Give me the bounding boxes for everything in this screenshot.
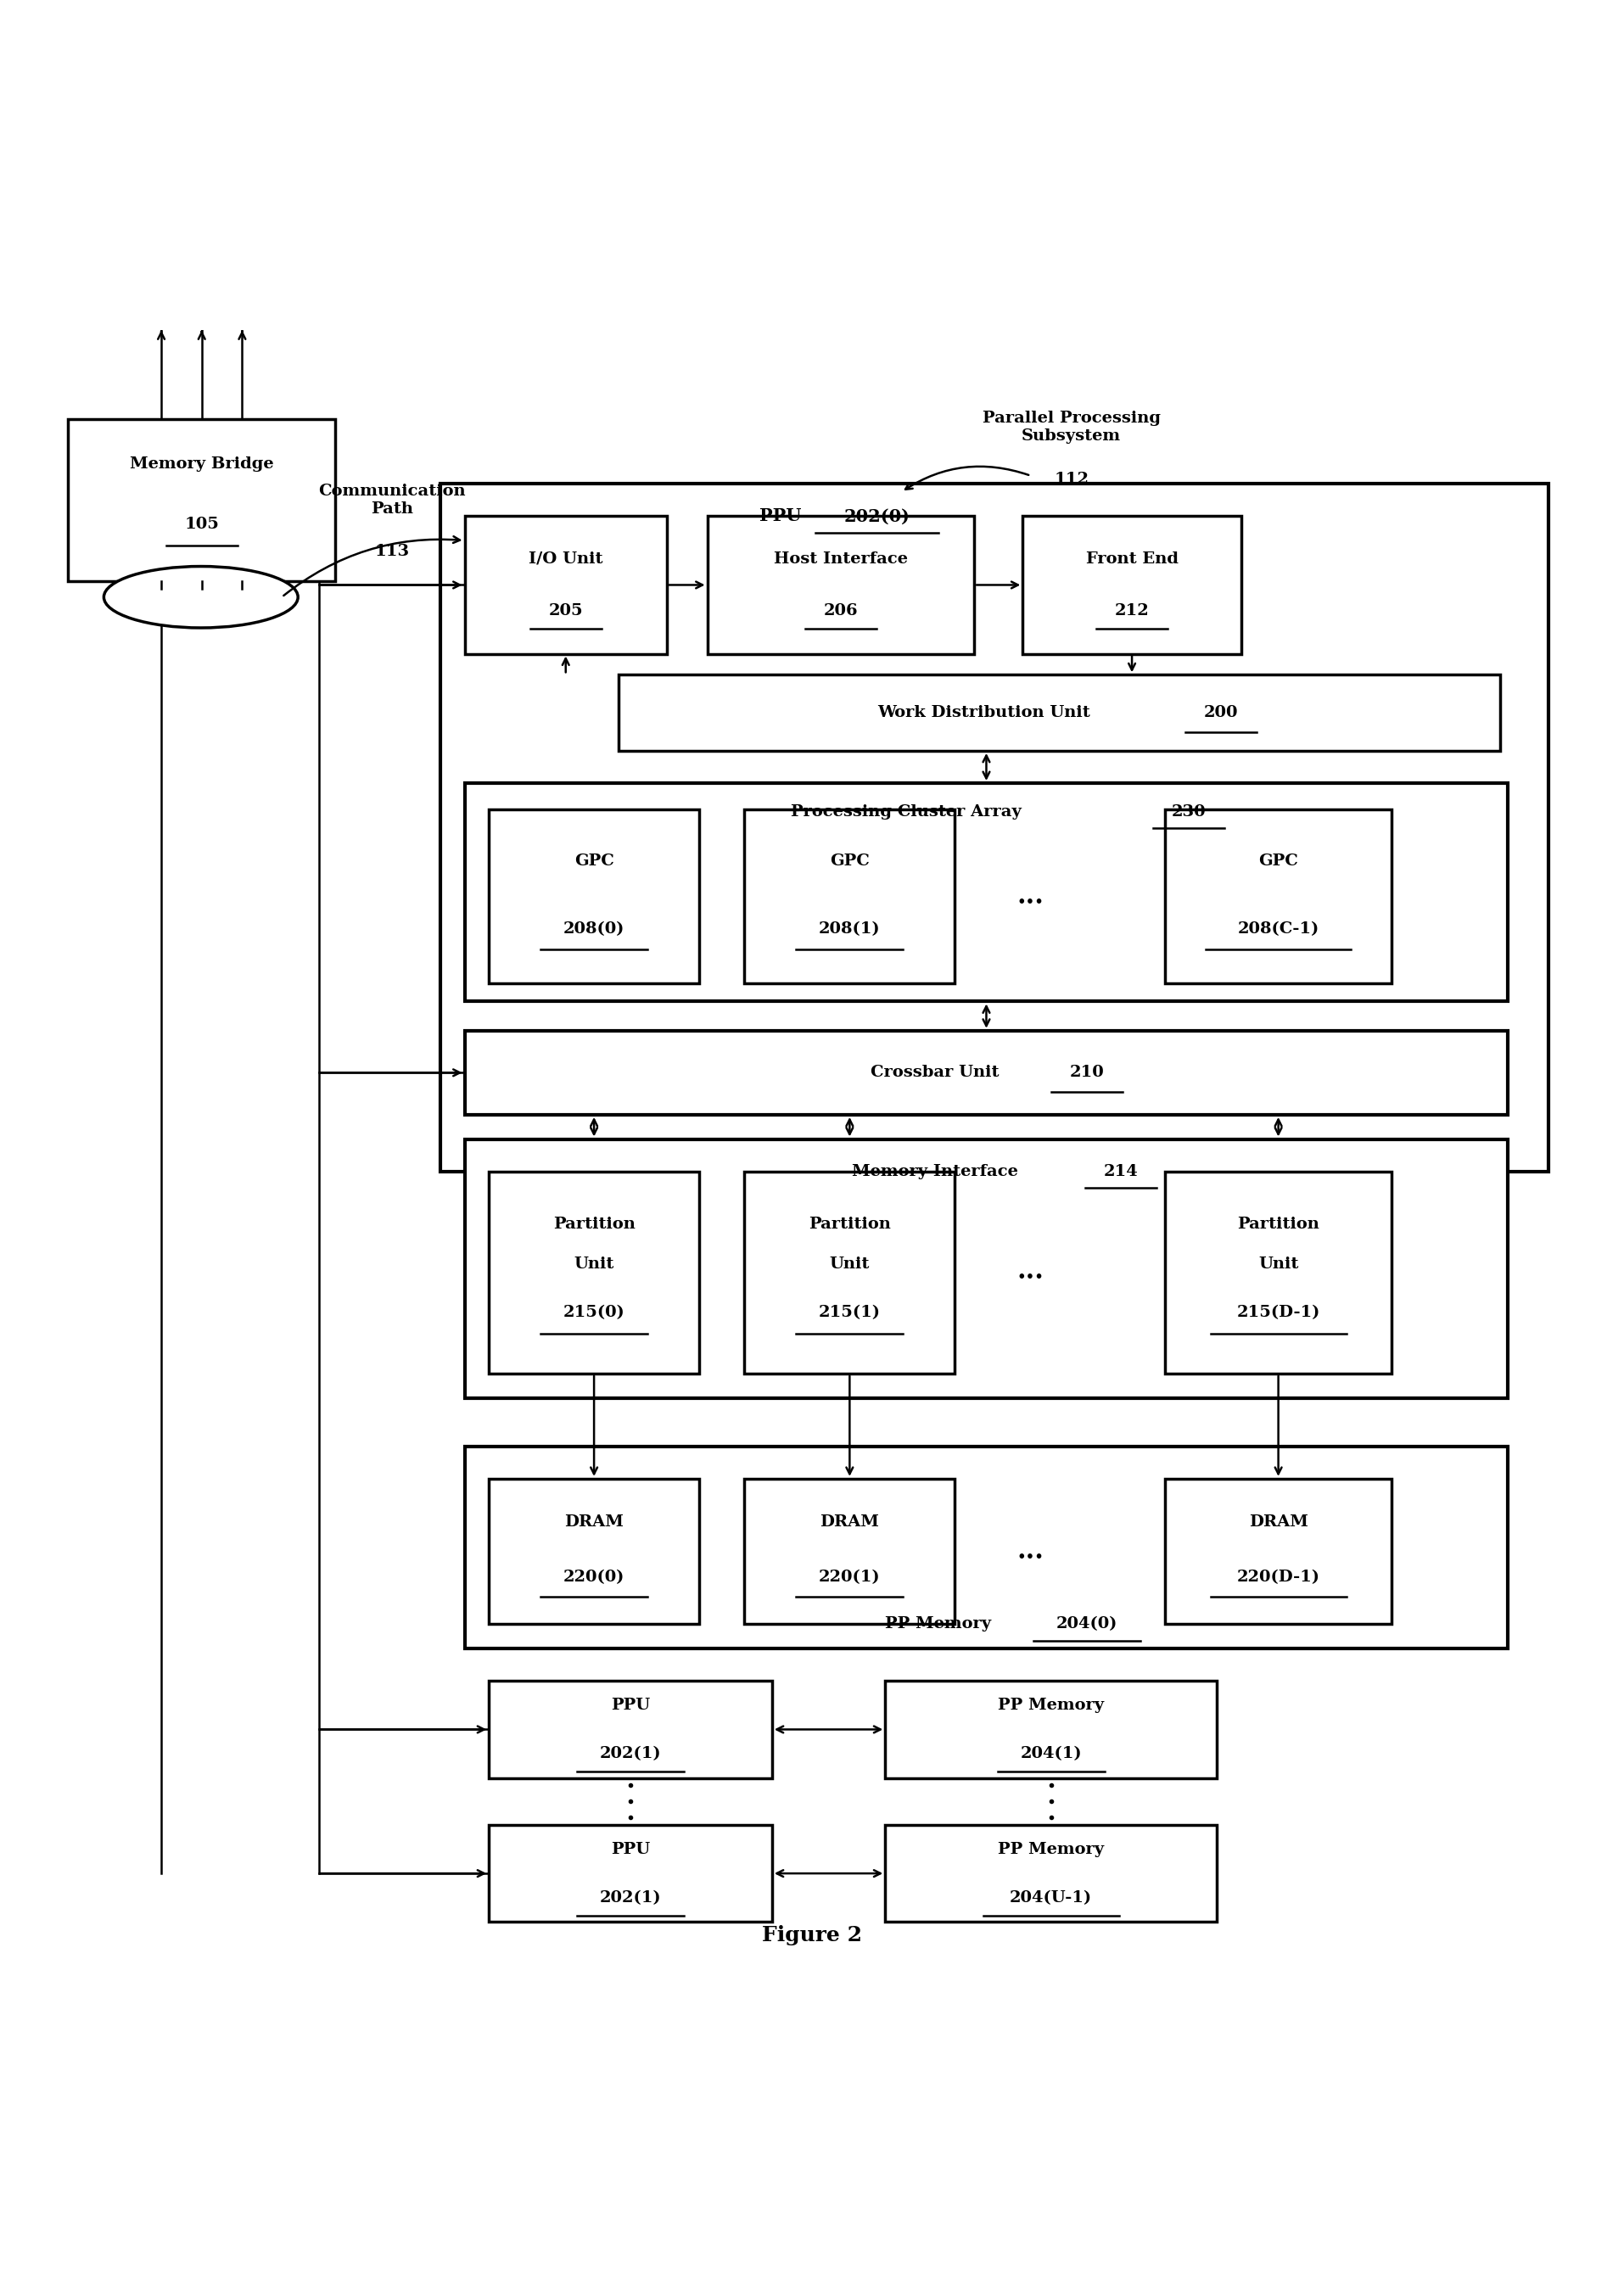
- Text: 214: 214: [1103, 1164, 1137, 1180]
- Text: PPU: PPU: [758, 508, 807, 524]
- FancyBboxPatch shape: [1164, 809, 1390, 984]
- FancyBboxPatch shape: [744, 1171, 955, 1374]
- Text: PPU: PPU: [611, 1697, 650, 1713]
- FancyBboxPatch shape: [489, 1171, 698, 1374]
- Text: Figure 2: Figure 2: [762, 1925, 862, 1945]
- Text: Processing Cluster Array: Processing Cluster Array: [789, 804, 1026, 820]
- Text: Front End: Front End: [1085, 551, 1177, 567]
- FancyBboxPatch shape: [744, 809, 955, 984]
- Text: 113: 113: [374, 544, 409, 560]
- Text: PP Memory: PP Memory: [997, 1841, 1104, 1857]
- FancyBboxPatch shape: [489, 809, 698, 984]
- Text: 210: 210: [1069, 1066, 1103, 1080]
- Text: Parallel Processing
Subsystem: Parallel Processing Subsystem: [981, 410, 1160, 444]
- Text: Memory Bridge: Memory Bridge: [130, 458, 273, 472]
- Text: DRAM: DRAM: [1249, 1515, 1307, 1531]
- Text: 205: 205: [549, 604, 583, 617]
- FancyBboxPatch shape: [464, 517, 666, 654]
- Text: PPU: PPU: [611, 1841, 650, 1857]
- Text: Partition: Partition: [1236, 1216, 1319, 1232]
- Text: Unit: Unit: [830, 1257, 869, 1271]
- Text: 204(0): 204(0): [1056, 1617, 1117, 1631]
- FancyBboxPatch shape: [1164, 1478, 1390, 1624]
- Text: 230: 230: [1171, 804, 1205, 820]
- Text: 215(1): 215(1): [818, 1305, 880, 1321]
- FancyBboxPatch shape: [885, 1681, 1216, 1777]
- FancyBboxPatch shape: [440, 483, 1548, 1171]
- Text: Memory Interface: Memory Interface: [851, 1164, 1023, 1180]
- Text: 202(1): 202(1): [599, 1745, 661, 1761]
- Text: 208(1): 208(1): [818, 920, 880, 936]
- Ellipse shape: [104, 567, 297, 629]
- Text: Partition: Partition: [809, 1216, 890, 1232]
- Text: GPC: GPC: [830, 854, 869, 868]
- Text: 200: 200: [1203, 706, 1237, 720]
- FancyBboxPatch shape: [464, 1139, 1507, 1399]
- Text: GPC: GPC: [573, 854, 614, 868]
- FancyBboxPatch shape: [489, 1681, 771, 1777]
- Text: PP Memory: PP Memory: [885, 1617, 997, 1631]
- Text: I/O Unit: I/O Unit: [528, 551, 603, 567]
- Text: Unit: Unit: [573, 1257, 614, 1271]
- Text: 204(1): 204(1): [1020, 1745, 1082, 1761]
- Text: 208(0): 208(0): [564, 920, 624, 936]
- Text: 220(0): 220(0): [564, 1570, 624, 1585]
- Text: ...: ...: [1017, 1257, 1044, 1285]
- FancyBboxPatch shape: [885, 1825, 1216, 1923]
- Text: 208(C-1): 208(C-1): [1237, 920, 1319, 936]
- Text: Crossbar Unit: Crossbar Unit: [870, 1066, 1004, 1080]
- Text: DRAM: DRAM: [564, 1515, 624, 1531]
- Text: GPC: GPC: [1259, 854, 1298, 868]
- Text: PP Memory: PP Memory: [997, 1697, 1104, 1713]
- Text: ...: ...: [1017, 1538, 1044, 1565]
- Text: 215(D-1): 215(D-1): [1236, 1305, 1319, 1321]
- Text: Unit: Unit: [1257, 1257, 1298, 1271]
- Text: 212: 212: [1114, 604, 1148, 617]
- FancyBboxPatch shape: [464, 784, 1507, 1002]
- Text: 206: 206: [823, 604, 857, 617]
- Text: Work Distribution Unit: Work Distribution Unit: [877, 706, 1095, 720]
- Text: Host Interface: Host Interface: [773, 551, 908, 567]
- FancyBboxPatch shape: [1164, 1171, 1390, 1374]
- Text: Communication
Path: Communication Path: [318, 483, 464, 517]
- FancyBboxPatch shape: [1021, 517, 1241, 654]
- FancyBboxPatch shape: [68, 419, 335, 581]
- FancyBboxPatch shape: [489, 1825, 771, 1923]
- Text: 215(0): 215(0): [564, 1305, 625, 1321]
- Text: DRAM: DRAM: [820, 1515, 879, 1531]
- Text: 112: 112: [1054, 472, 1088, 487]
- FancyBboxPatch shape: [706, 517, 974, 654]
- Text: 202(1): 202(1): [599, 1891, 661, 1904]
- Text: 105: 105: [184, 517, 219, 533]
- FancyBboxPatch shape: [744, 1478, 955, 1624]
- Text: Partition: Partition: [552, 1216, 635, 1232]
- Text: ...: ...: [1017, 884, 1044, 909]
- FancyBboxPatch shape: [464, 1447, 1507, 1649]
- Text: 220(D-1): 220(D-1): [1236, 1570, 1319, 1585]
- Text: 204(U-1): 204(U-1): [1009, 1891, 1091, 1904]
- FancyBboxPatch shape: [619, 674, 1499, 752]
- FancyBboxPatch shape: [464, 1030, 1507, 1114]
- Text: 220(1): 220(1): [818, 1570, 880, 1585]
- FancyBboxPatch shape: [489, 1478, 698, 1624]
- Text: 202(0): 202(0): [843, 508, 909, 524]
